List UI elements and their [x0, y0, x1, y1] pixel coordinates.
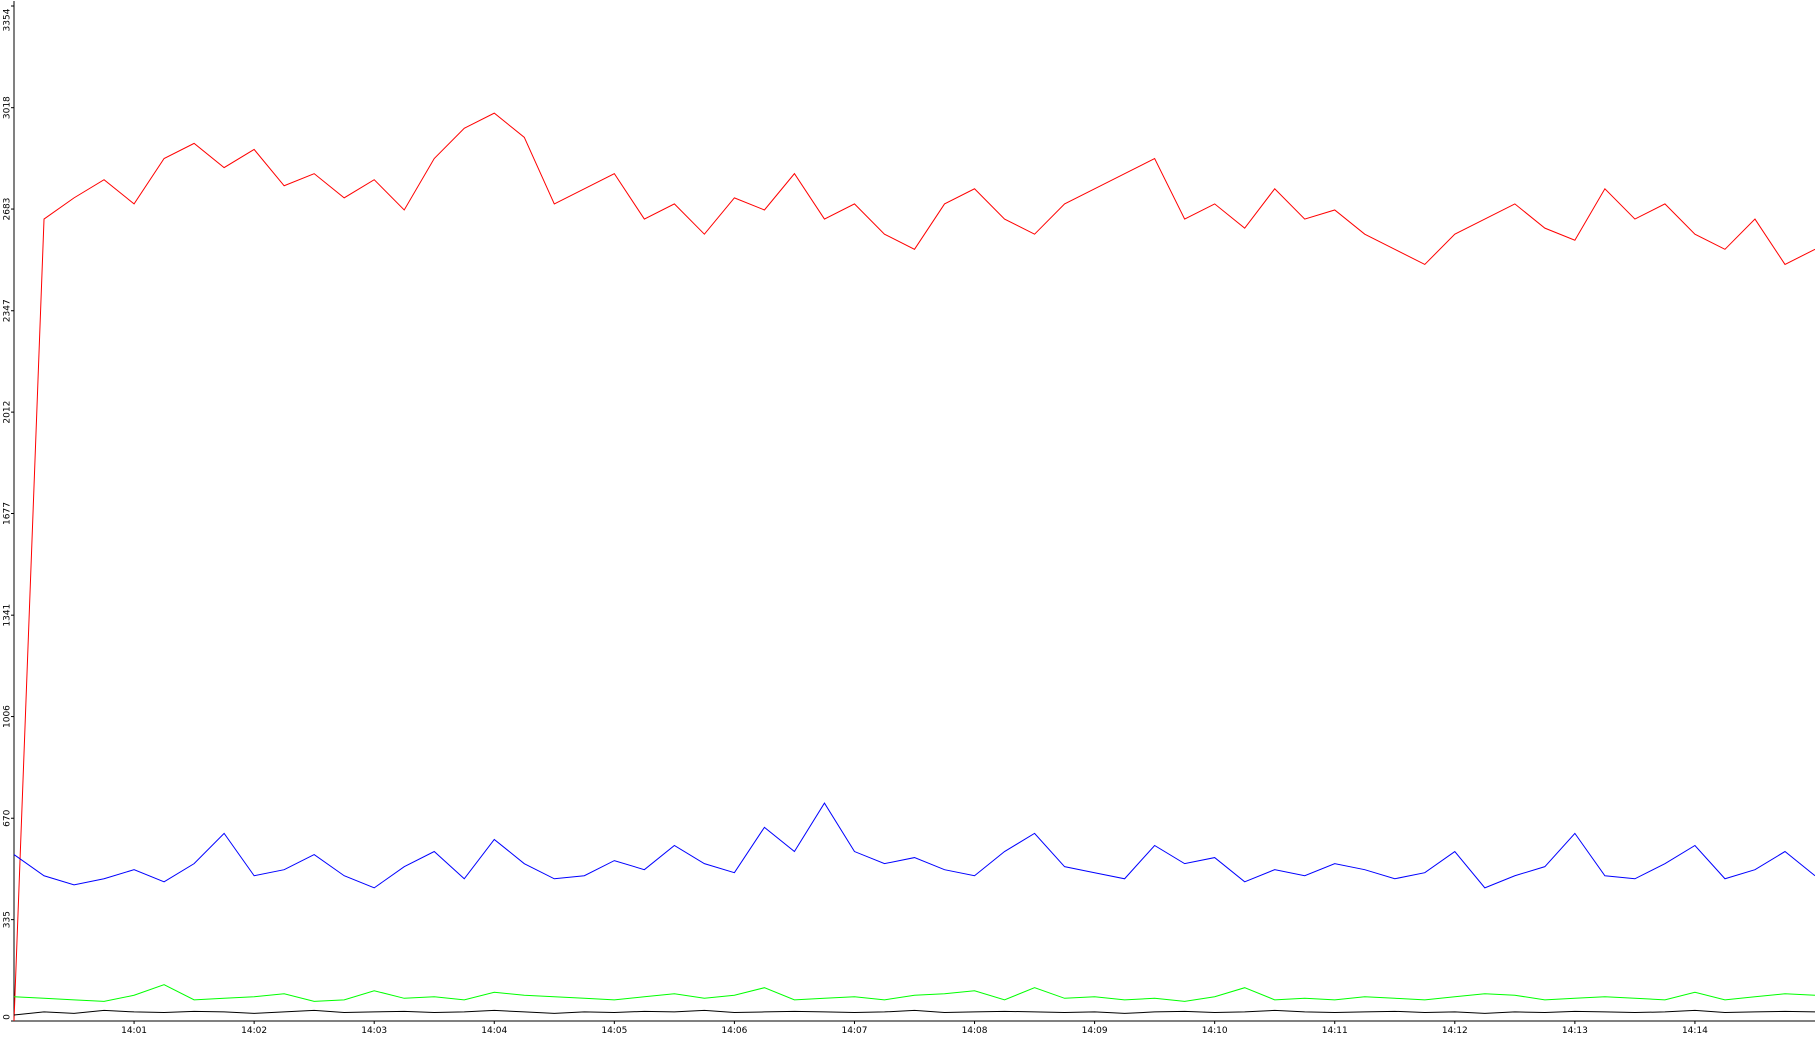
series-line: [13, 802, 1815, 889]
x-tick-label: 14:02: [241, 1026, 267, 1036]
x-tick-label: 14:04: [481, 1026, 507, 1036]
y-tick-label: 1341: [3, 604, 13, 627]
y-tick-label: 3354: [3, 8, 13, 31]
series-line: [13, 1009, 1815, 1016]
x-tick-label: 14:10: [1202, 1026, 1228, 1036]
x-tick-label: 14:12: [1442, 1026, 1468, 1036]
y-tick-label: 2683: [3, 198, 13, 221]
y-tick-label: 2347: [3, 299, 13, 322]
y-tick-label: 1677: [3, 502, 13, 525]
x-tick-label: 14:11: [1322, 1026, 1348, 1036]
x-tick-label: 14:13: [1562, 1026, 1588, 1036]
x-tick-label: 14:09: [1082, 1026, 1108, 1036]
x-tick-label: 14:05: [601, 1026, 627, 1036]
y-tick-label: 0: [3, 1014, 13, 1020]
x-tick-label: 14:07: [841, 1026, 867, 1036]
y-tick-label: 2012: [3, 401, 13, 424]
series-line: [13, 984, 1815, 1002]
series-line: [13, 112, 1815, 1022]
x-tick-label: 14:14: [1682, 1026, 1708, 1036]
x-tick-label: 14:08: [962, 1026, 988, 1036]
x-tick-label: 14:03: [361, 1026, 387, 1036]
x-tick-label: 14:01: [121, 1026, 147, 1036]
y-tick-label: 3018: [3, 96, 13, 119]
x-tick-label: 14:06: [721, 1026, 747, 1036]
y-tick-label: 670: [3, 809, 13, 826]
y-tick-label: 335: [3, 911, 13, 928]
y-tick-label: 1006: [3, 705, 13, 728]
